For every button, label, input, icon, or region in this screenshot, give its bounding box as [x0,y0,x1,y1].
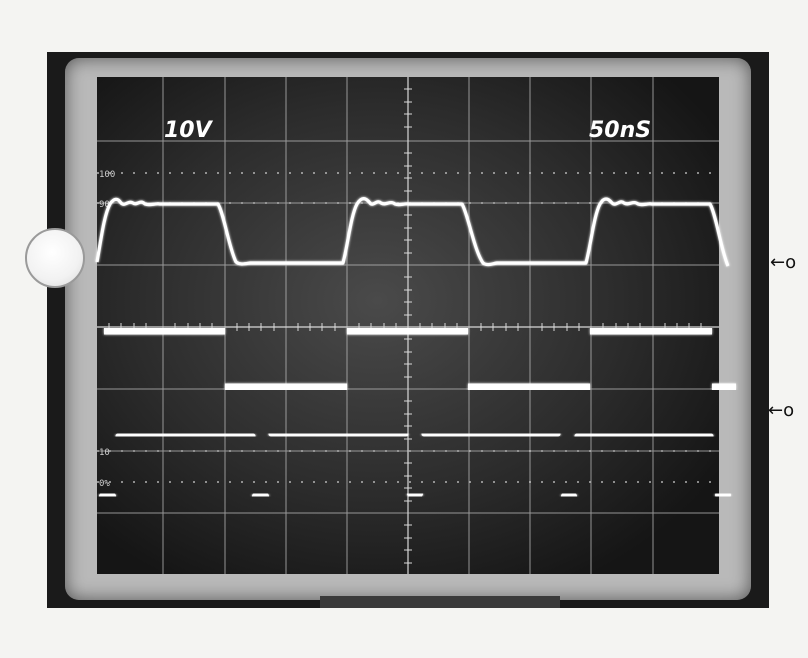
trace-bottom-baseline [115,431,714,439]
trace-top-analog-square-wave [95,197,730,267]
trace-bottom-pulses [99,491,731,499]
scale-label-100: 100 [99,170,115,180]
scale-label-90: 90 [99,200,110,210]
scale-label-0: 0% [99,479,110,489]
vertical-axis-ticks [404,88,412,564]
channel-marker-middle: ←o [768,400,795,421]
bezel-bottom-trim [320,596,560,608]
volts-per-div-label: 10V [164,118,214,143]
channel-marker-top: ←o [770,252,797,273]
trace-middle-digital [104,327,736,391]
camera-adapter-knob [25,228,85,288]
time-per-div-label: 50nS [589,118,651,143]
graticule-grid [97,77,719,574]
scale-label-10: 10 [99,448,110,458]
graticule-center-axes [97,77,719,574]
